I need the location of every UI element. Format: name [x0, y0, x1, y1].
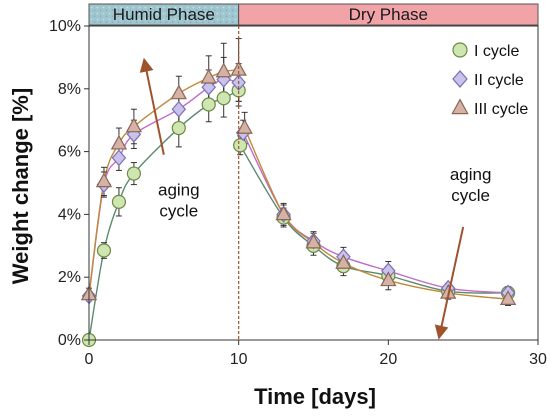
legend-marker-circle	[452, 42, 468, 58]
aging-cycle-label: aging	[158, 181, 200, 200]
legend: I cycle II cycle III cycle	[451, 42, 528, 118]
data-point-circle	[216, 91, 231, 106]
y-tick-label: 8%	[58, 81, 81, 98]
data-point-diamond	[111, 149, 127, 167]
data-point-circle	[126, 166, 141, 181]
aging-cycle-label: cycle	[159, 202, 198, 221]
legend-label: II cycle	[474, 72, 524, 89]
y-tick-label: 2%	[58, 269, 81, 286]
data-point-triangle	[380, 271, 397, 287]
data-point-triangle	[215, 62, 232, 78]
data-point-circle	[111, 194, 127, 209]
y-tick-label: 6%	[58, 144, 81, 161]
aging-cycle-label: cycle	[451, 186, 490, 205]
y-axis-title: Weight change [%]	[8, 88, 33, 284]
data-point-triangle	[236, 119, 253, 134]
data-point-triangle	[200, 68, 217, 84]
data-point-triangle	[110, 134, 128, 150]
phase-bar: Humid Phase Dry Phase	[88, 3, 539, 26]
legend-label: I cycle	[474, 43, 519, 60]
x-tick-label: 0	[85, 351, 94, 368]
plot-frame	[88, 25, 539, 341]
data-point-triangle	[170, 84, 187, 100]
x-tick-label: 20	[379, 351, 397, 368]
data-point-circle	[233, 138, 248, 153]
data-point-triangle	[499, 290, 517, 305]
annotations: aging cycle aging cycle	[139, 57, 492, 340]
data-markers	[80, 60, 517, 348]
data-point-triangle	[95, 172, 113, 188]
data-point-circle	[201, 97, 216, 112]
error-bars	[86, 38, 512, 306]
data-point-triangle	[305, 233, 322, 249]
y-tick-label: 0%	[58, 332, 81, 349]
data-point-diamond	[171, 100, 187, 118]
data-point-circle	[96, 243, 112, 258]
phase-band-dry	[238, 3, 539, 26]
x-tick-label: 30	[529, 351, 547, 368]
aging-arrow	[139, 57, 165, 155]
aging-arrow	[434, 226, 465, 340]
data-point-triangle	[125, 117, 143, 133]
data-point-triangle	[275, 205, 292, 221]
x-tick-label: 10	[230, 351, 248, 368]
y-tick-label: 4%	[58, 206, 81, 223]
phase-label-dry: Dry Phase	[349, 5, 428, 24]
legend-marker-diamond	[452, 70, 468, 88]
legend-marker-triangle	[451, 98, 469, 115]
aging-cycle-label: aging	[450, 165, 492, 184]
legend-label: III cycle	[474, 101, 528, 118]
data-point-triangle	[335, 254, 352, 269]
x-axis-title: Time [days]	[254, 384, 376, 409]
phase-label-humid: Humid Phase	[113, 5, 215, 24]
data-point-circle	[171, 120, 186, 136]
axes: 0 10 20 30 0% 2% 4% 6% 8% 10%	[49, 18, 547, 368]
y-tick-label: 10%	[49, 18, 81, 35]
